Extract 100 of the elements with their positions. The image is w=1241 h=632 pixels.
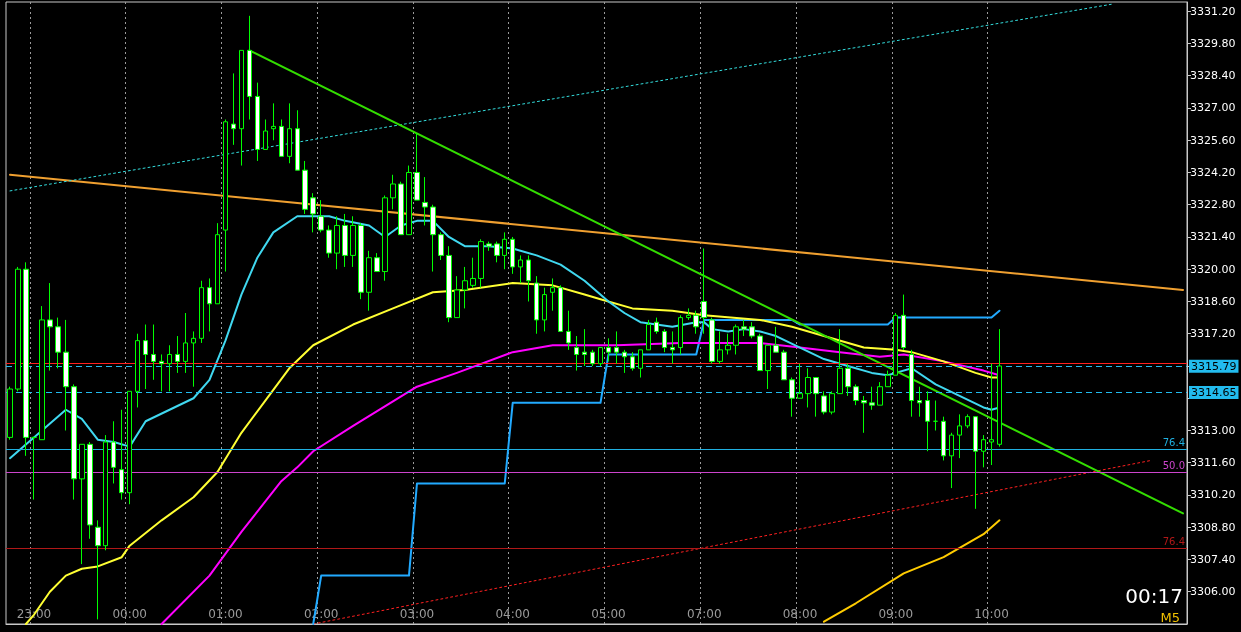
candlestick <box>382 195 388 282</box>
candlestick <box>693 310 699 335</box>
x-tick-label: 08:00 <box>782 607 818 621</box>
candlestick <box>350 215 356 268</box>
candlestick <box>183 312 188 374</box>
candlestick <box>574 335 579 372</box>
candlestick <box>398 181 404 236</box>
y-tick-label: 3322.80 <box>1190 198 1236 212</box>
y-tick-label: 3310.20 <box>1190 488 1236 502</box>
annotation: 76.4 <box>1162 536 1185 548</box>
candlestick <box>279 118 284 157</box>
candlestick <box>749 321 755 339</box>
x-tick-label: 01:00 <box>208 607 243 621</box>
candlestick <box>678 314 683 355</box>
candlestick <box>47 282 53 372</box>
candlestick <box>526 254 531 302</box>
candlestick <box>271 102 276 141</box>
candlestick <box>334 215 340 270</box>
x-tick-label: 03:00 <box>399 607 435 621</box>
annotation: 76.4 <box>1162 437 1185 449</box>
candlestick <box>598 347 603 367</box>
candlestick <box>909 349 914 418</box>
candlestick <box>654 317 659 335</box>
candlestick <box>151 324 156 381</box>
candlestick <box>869 386 875 411</box>
candlestick <box>622 349 627 374</box>
candlestick <box>957 413 962 459</box>
candlestick <box>630 351 635 372</box>
candlestick <box>614 330 619 365</box>
candlestick <box>829 390 835 415</box>
y-tick-label: 3317.20 <box>1190 327 1236 341</box>
candlestick <box>446 245 452 323</box>
candlestick <box>861 395 867 434</box>
y-tick-label: 3308.80 <box>1190 520 1236 534</box>
candlestick <box>374 252 380 273</box>
candlestick <box>542 287 547 332</box>
candlestick <box>318 199 324 233</box>
candlestick <box>757 333 763 372</box>
candlestick <box>558 284 563 332</box>
candlestick <box>590 349 595 367</box>
candlestick <box>486 241 492 252</box>
x-tick-label: 09:00 <box>878 607 914 621</box>
candlestick <box>55 317 61 369</box>
candlestick <box>686 307 691 321</box>
candlestick <box>606 337 611 362</box>
candlestick <box>670 330 675 365</box>
annotation: 00:17 <box>1125 584 1183 608</box>
y-tick-label: 3321.40 <box>1190 230 1236 244</box>
candlestick <box>741 319 747 337</box>
candlestick <box>175 335 180 374</box>
annotation: 50.0 <box>1162 460 1185 472</box>
candlestick <box>119 409 124 501</box>
candlestick <box>989 363 994 466</box>
candlestick <box>287 102 292 164</box>
candlestick <box>358 222 364 300</box>
candlestick <box>925 390 930 452</box>
candlestick <box>454 275 460 319</box>
candlestick <box>167 344 172 392</box>
candlestick <box>701 248 707 335</box>
candlestick <box>462 266 468 309</box>
ref-line-label: 3315.79 <box>1191 359 1237 373</box>
candlestick <box>733 324 739 355</box>
candlestick <box>789 377 795 418</box>
candlestick <box>917 386 922 418</box>
candlestick <box>79 443 85 565</box>
candlestick <box>414 132 420 201</box>
candlestick <box>534 275 539 335</box>
candlestick <box>111 420 116 484</box>
candlestick <box>71 383 77 501</box>
y-tick-label: 3311.60 <box>1190 456 1236 470</box>
candlestick <box>981 434 986 468</box>
x-tick-label: 10:00 <box>974 607 1009 621</box>
x-tick-label: 00:00 <box>112 607 147 621</box>
candlestick <box>717 330 723 365</box>
y-tick-label: 3306.00 <box>1190 585 1236 599</box>
candlestick <box>845 363 851 397</box>
candlestick <box>302 160 308 215</box>
candlestick <box>231 72 236 146</box>
candlestick <box>342 213 348 268</box>
y-tick-label: 3307.40 <box>1190 553 1236 566</box>
candlestick <box>127 390 132 505</box>
candlestick <box>566 310 571 351</box>
candlestick <box>510 236 515 275</box>
candlestick <box>853 383 859 406</box>
candlestick <box>87 441 93 540</box>
candlestick <box>997 328 1002 448</box>
candlestick <box>813 377 819 418</box>
candlestick <box>805 367 811 408</box>
candlestick <box>39 305 45 441</box>
candlestick <box>295 109 300 171</box>
candlestick <box>366 250 372 312</box>
candlestick <box>638 349 643 378</box>
candlestick <box>470 257 476 289</box>
candlestick <box>973 416 978 510</box>
candlestick <box>662 328 667 353</box>
y-tick-label: 3327.00 <box>1190 101 1236 115</box>
candlestick <box>239 49 244 167</box>
candlestick <box>646 319 651 351</box>
candlestick <box>95 519 101 620</box>
candlestick <box>582 328 587 367</box>
